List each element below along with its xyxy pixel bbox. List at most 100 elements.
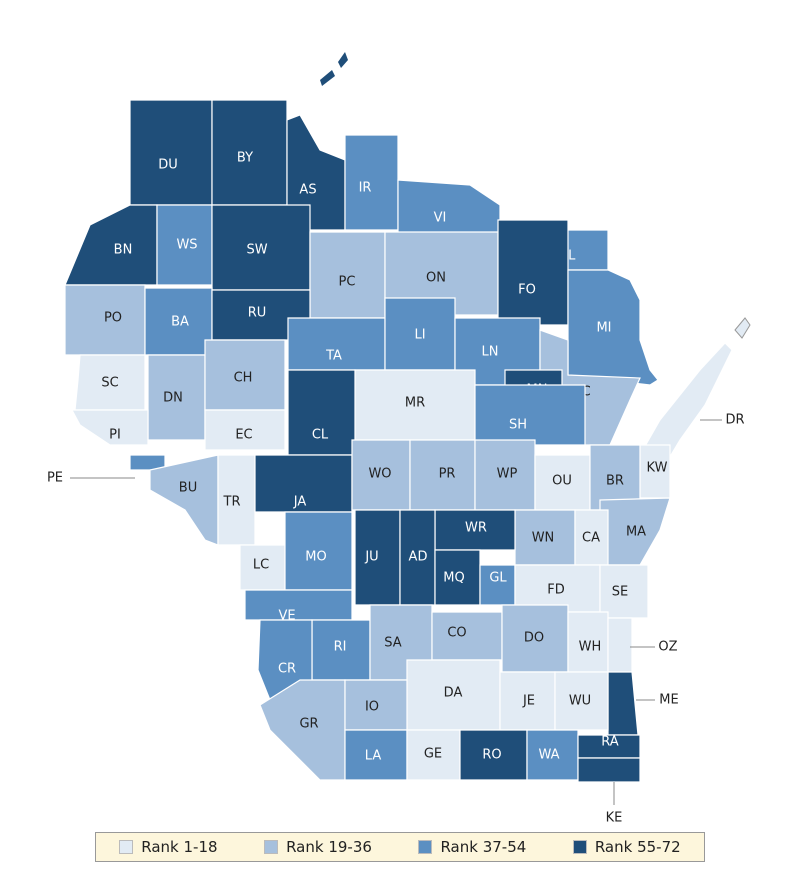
- island: [320, 70, 335, 86]
- legend-item: Rank 19-36: [264, 838, 372, 856]
- county: [244, 589, 353, 621]
- county: [639, 342, 733, 461]
- county-label: WH: [579, 640, 602, 655]
- county-label: WP: [497, 467, 518, 482]
- county-label: PI: [109, 428, 121, 443]
- county: [64, 204, 158, 286]
- county: [577, 757, 641, 783]
- county: [607, 671, 639, 736]
- legend-label: Rank 1-18: [141, 838, 218, 856]
- county-label: SA: [384, 636, 401, 651]
- county: [607, 617, 633, 673]
- county-label: OU: [552, 474, 572, 489]
- county-label: IO: [365, 700, 379, 715]
- legend-label: Rank 19-36: [286, 838, 372, 856]
- county-label: SW: [246, 243, 267, 258]
- county-label: LN: [482, 345, 499, 360]
- county-label: ME: [659, 693, 678, 708]
- county-label: CR: [278, 662, 296, 677]
- county-label: RI: [334, 640, 347, 655]
- county-label: WA: [538, 748, 559, 763]
- county-label: CO: [447, 626, 466, 641]
- county-label: AD: [409, 550, 428, 565]
- county-label: DO: [524, 631, 544, 646]
- county-label: KW: [647, 461, 668, 476]
- county-label: RO: [482, 748, 501, 763]
- legend-label: Rank 55-72: [594, 838, 681, 856]
- county-label: BY: [237, 151, 253, 166]
- county: [204, 409, 286, 451]
- county-label: CA: [582, 531, 600, 546]
- county-label: CH: [234, 371, 253, 386]
- county: [599, 564, 649, 619]
- county-label: PO: [104, 311, 122, 326]
- county-label: DR: [725, 413, 744, 428]
- county-label: PC: [339, 275, 356, 290]
- county-label: RU: [248, 306, 267, 321]
- county-label: VI: [434, 211, 447, 226]
- county-label: RA: [601, 735, 619, 750]
- county-label: GL: [489, 571, 507, 586]
- county-label: GR: [299, 717, 318, 732]
- county-label: SE: [612, 585, 628, 600]
- island: [734, 317, 751, 339]
- legend-swatch: [119, 840, 134, 854]
- county-label: DN: [163, 391, 183, 406]
- county-label: DU: [158, 158, 178, 173]
- county-label: JA: [293, 495, 307, 510]
- county-label: LC: [253, 558, 269, 573]
- county-label: JE: [522, 694, 535, 709]
- county: [474, 384, 586, 446]
- county-label: PR: [439, 467, 456, 482]
- legend-item: Rank 1-18: [119, 838, 218, 856]
- county-label: WO: [368, 467, 391, 482]
- county: [554, 671, 609, 731]
- county-label: MQ: [443, 571, 464, 586]
- legend-swatch: [572, 840, 587, 854]
- legend: Rank 1-18 Rank 19-36 Rank 37-54 Rank 55-72: [95, 832, 705, 862]
- county-label: BN: [114, 243, 133, 258]
- county-label: OZ: [658, 640, 677, 655]
- county-label: JU: [364, 550, 378, 565]
- county-label: WN: [532, 531, 555, 546]
- county-label: EC: [235, 428, 252, 443]
- county-label: LI: [414, 328, 425, 343]
- legend-item: Rank 55-72: [572, 838, 681, 856]
- county-label: BU: [179, 481, 197, 496]
- county-label: KE: [606, 811, 623, 826]
- legend-swatch: [418, 840, 433, 854]
- county-label: FO: [518, 283, 536, 298]
- county: [71, 409, 149, 446]
- county-label: LA: [365, 749, 382, 764]
- county-label: MR: [405, 396, 425, 411]
- county-label: WR: [465, 521, 487, 536]
- county: [129, 99, 213, 206]
- county: [431, 611, 503, 661]
- county-label: BA: [171, 315, 189, 330]
- county-label: MA: [626, 525, 646, 540]
- county-label: PE: [47, 471, 63, 486]
- legend-label: Rank 37-54: [440, 838, 527, 856]
- county-label: SH: [509, 418, 527, 433]
- legend-swatch: [264, 840, 279, 854]
- county-label: GE: [424, 747, 442, 762]
- county: [344, 134, 399, 231]
- county-label: IR: [359, 181, 372, 196]
- county-label: DA: [444, 686, 463, 701]
- county-label: WS: [176, 238, 197, 253]
- county-label: CL: [312, 428, 329, 443]
- county-label: TR: [223, 495, 241, 510]
- island: [338, 52, 348, 68]
- county-label: FD: [547, 583, 565, 598]
- county: [567, 269, 659, 386]
- county: [397, 179, 501, 236]
- county-label: BR: [606, 474, 624, 489]
- county: [497, 219, 569, 326]
- county-label: AS: [299, 183, 316, 198]
- map: DUBYASIRVIFLBNWSSWPCONFOMIPOBARUTALILNOC…: [47, 52, 751, 826]
- county-label: TA: [325, 349, 342, 364]
- county: [149, 454, 219, 546]
- county-label: ON: [426, 271, 446, 286]
- county-label: MO: [305, 550, 326, 565]
